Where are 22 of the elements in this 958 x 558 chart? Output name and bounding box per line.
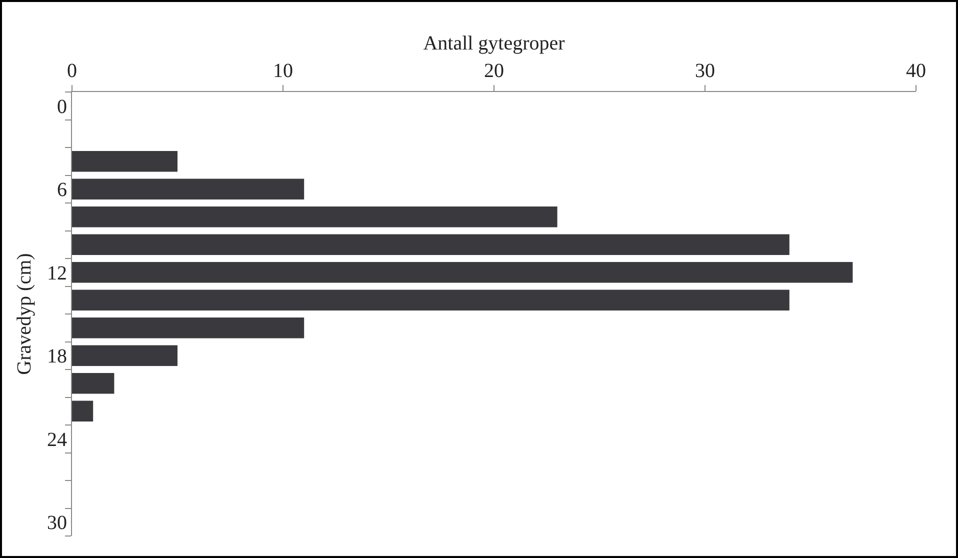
bar bbox=[72, 206, 558, 228]
y-tick-label: 12 bbox=[47, 262, 67, 284]
bar bbox=[72, 178, 304, 200]
bar bbox=[72, 234, 790, 256]
y-tick-label: 24 bbox=[47, 428, 67, 451]
bar bbox=[72, 400, 94, 422]
bar bbox=[72, 345, 178, 366]
x-tick-label: 30 bbox=[695, 60, 715, 82]
bar bbox=[72, 290, 790, 311]
x-tick-label: 10 bbox=[273, 60, 293, 82]
bar bbox=[72, 372, 114, 394]
x-tick-label: 20 bbox=[484, 60, 504, 82]
bar bbox=[72, 262, 853, 283]
bar bbox=[72, 150, 178, 172]
y-axis-title: Gravedyp (cm) bbox=[14, 253, 36, 375]
y-tick-label: 18 bbox=[47, 346, 67, 368]
x-tick-label: 40 bbox=[906, 60, 926, 82]
y-tick-label: 6 bbox=[57, 179, 67, 202]
y-tick-label: 0 bbox=[57, 96, 67, 118]
x-axis-title: Antall gytegroper bbox=[423, 32, 566, 54]
bar bbox=[72, 317, 304, 338]
y-tick-label: 30 bbox=[47, 512, 67, 534]
